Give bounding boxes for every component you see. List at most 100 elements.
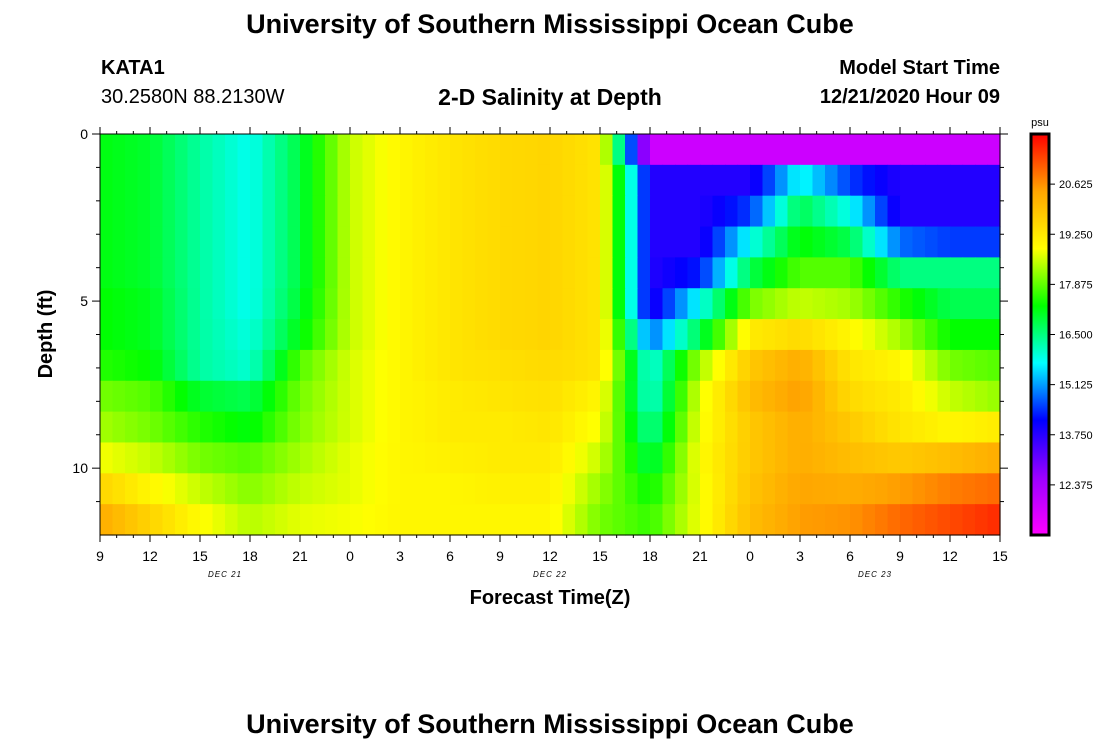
heatmap-cell	[150, 164, 164, 197]
heatmap-cell	[600, 164, 614, 197]
heatmap-cell	[987, 134, 1001, 166]
heatmap-cell	[687, 134, 701, 166]
heatmap-cell	[100, 319, 114, 351]
x-tick-label: 12	[142, 548, 158, 564]
heatmap-cell	[850, 164, 864, 197]
heatmap-cell	[575, 504, 589, 536]
heatmap-cell	[975, 288, 989, 320]
heatmap-cell	[650, 349, 664, 382]
heatmap-cell	[725, 226, 739, 258]
heatmap-cell	[937, 134, 951, 166]
heatmap-cell	[200, 226, 214, 258]
heatmap-cell	[800, 288, 814, 320]
heatmap-cell	[912, 442, 926, 474]
heatmap-cell	[387, 380, 401, 413]
heatmap-cell	[887, 134, 901, 166]
heatmap-cell	[112, 473, 126, 505]
heatmap-cell	[537, 226, 551, 258]
heatmap-cell	[762, 134, 776, 166]
heatmap-cell	[750, 226, 764, 258]
heatmap-cell	[450, 195, 464, 228]
heatmap-cell	[562, 411, 576, 444]
heatmap-cell	[200, 134, 214, 166]
heatmap-cell	[862, 195, 876, 228]
heatmap-cell	[487, 504, 501, 536]
heatmap-cell	[187, 134, 201, 166]
heatmap-cell	[937, 504, 951, 536]
heatmap-cell	[162, 134, 176, 166]
heatmap-cell	[787, 442, 801, 474]
x-tick-label: 9	[896, 548, 904, 564]
heatmap-cell	[212, 442, 226, 474]
heatmap-cell	[537, 473, 551, 505]
heatmap-cell	[475, 504, 489, 536]
heatmap-cell	[287, 226, 301, 258]
heatmap-cell	[225, 473, 239, 505]
heatmap-cell	[787, 349, 801, 382]
heatmap-cell	[437, 349, 451, 382]
heatmap-cell	[350, 195, 364, 228]
heatmap-cell	[162, 226, 176, 258]
heatmap-cell	[350, 380, 364, 413]
heatmap-cell	[100, 473, 114, 505]
heatmap-cell	[600, 257, 614, 289]
heatmap-cell	[312, 380, 326, 413]
heatmap-cell	[500, 411, 514, 444]
y-tick-label: 5	[80, 293, 88, 309]
heatmap-cell	[625, 504, 639, 536]
heatmap-cell	[300, 195, 314, 228]
heatmap-cell	[287, 319, 301, 351]
heatmap-cell	[625, 380, 639, 413]
heatmap-cell	[325, 473, 339, 505]
heatmap-cell	[850, 257, 864, 289]
heatmap-cell	[925, 349, 939, 382]
heatmap-cell	[762, 288, 776, 320]
heatmap-cell	[587, 349, 601, 382]
heatmap-cell	[425, 164, 439, 197]
heatmap-cell	[350, 504, 364, 536]
heatmap-cell	[687, 380, 701, 413]
heatmap-cell	[475, 134, 489, 166]
heatmap-cell	[250, 226, 264, 258]
heatmap-cell	[275, 319, 289, 351]
heatmap-cell	[550, 380, 564, 413]
heatmap-cell	[475, 380, 489, 413]
heatmap-cell	[925, 411, 939, 444]
heatmap-cell	[687, 411, 701, 444]
heatmap-cell	[775, 319, 789, 351]
heatmap-cell	[575, 473, 589, 505]
heatmap-cell	[287, 164, 301, 197]
heatmap-cell	[875, 411, 889, 444]
heatmap-cell	[587, 195, 601, 228]
heatmap-cell	[962, 288, 976, 320]
heatmap-cell	[187, 164, 201, 197]
heatmap-cell	[662, 411, 676, 444]
heatmap-cell	[400, 226, 414, 258]
heatmap-cell	[812, 288, 826, 320]
heatmap-cell	[412, 411, 426, 444]
heatmap-cell	[462, 134, 476, 166]
heatmap-cell	[300, 504, 314, 536]
heatmap-cell	[837, 380, 851, 413]
heatmap-cell	[237, 195, 251, 228]
heatmap-cell	[512, 319, 526, 351]
heatmap-cell	[337, 349, 351, 382]
heatmap-cell	[562, 473, 576, 505]
heatmap-cell	[812, 319, 826, 351]
heatmap-cell	[262, 195, 276, 228]
heatmap-cell	[737, 164, 751, 197]
heatmap-cell	[400, 195, 414, 228]
heatmap-cell	[700, 473, 714, 505]
heatmap-cell	[537, 411, 551, 444]
heatmap-cell	[275, 473, 289, 505]
heatmap-cell	[612, 257, 626, 289]
heatmap-cell	[587, 319, 601, 351]
heatmap-cell	[850, 442, 864, 474]
heatmap-cell	[650, 164, 664, 197]
heatmap-cell	[250, 134, 264, 166]
heatmap-cell	[225, 411, 239, 444]
heatmap-cell	[687, 164, 701, 197]
heatmap-cell	[487, 319, 501, 351]
heatmap-cell	[212, 504, 226, 536]
heatmap-cell	[987, 164, 1001, 197]
